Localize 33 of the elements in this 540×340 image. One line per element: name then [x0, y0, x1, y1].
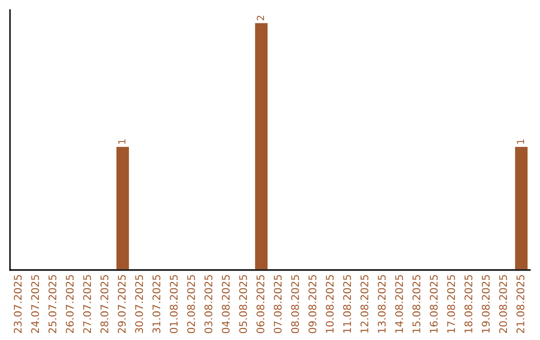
x-tick-label: 02.08.2025: [187, 275, 196, 334]
x-tick-label: 31.07.2025: [152, 275, 160, 334]
x-tick-label: 17.08.2025: [447, 275, 456, 333]
x-tick-label: 04.08.2025: [222, 275, 230, 334]
x-tick-label: 23.07.2025: [14, 275, 22, 334]
data-label: 1: [118, 140, 126, 144]
x-tick-label: 09.08.2025: [308, 275, 316, 334]
x-tick-label: 30.07.2025: [135, 275, 144, 334]
x-tick-label: 21.08.2025: [516, 275, 524, 334]
data-label: 1: [516, 140, 524, 144]
x-tick-label: 11.08.2025: [343, 275, 352, 333]
x-tick-label: 07.08.2025: [274, 275, 282, 334]
x-tick-label: 08.08.2025: [291, 275, 300, 334]
x-tick-label: 03.08.2025: [204, 275, 212, 334]
x-tick-label: 25.07.2025: [48, 275, 56, 334]
x-tick-label: 29.07.2025: [118, 275, 126, 334]
x-tick-label: 15.08.2025: [412, 275, 420, 333]
x-tick-label: 12.08.2025: [360, 275, 368, 333]
x-tick-label: 27.07.2025: [83, 275, 92, 334]
x-tick-label: 05.08.2025: [239, 275, 248, 334]
x-tick-label: 06.08.2025: [256, 275, 264, 334]
x-tick-label: 13.08.2025: [378, 275, 386, 333]
data-label: 2: [256, 16, 264, 20]
x-tick-label: 19.08.2025: [482, 275, 490, 333]
x-tick-label: 16.08.2025: [430, 275, 438, 333]
x-tick-label: 01.08.2025: [170, 275, 178, 334]
x-tick-label: 18.08.2025: [464, 275, 472, 333]
x-tick-label: 20.08.2025: [499, 275, 508, 334]
x-tick-label: 24.07.2025: [31, 275, 40, 334]
x-tick-label: 14.08.2025: [395, 275, 404, 333]
x-tick-label: 26.07.2025: [66, 275, 74, 334]
x-tick-label: 28.07.2025: [100, 275, 108, 334]
x-tick-label: 10.08.2025: [326, 275, 334, 333]
